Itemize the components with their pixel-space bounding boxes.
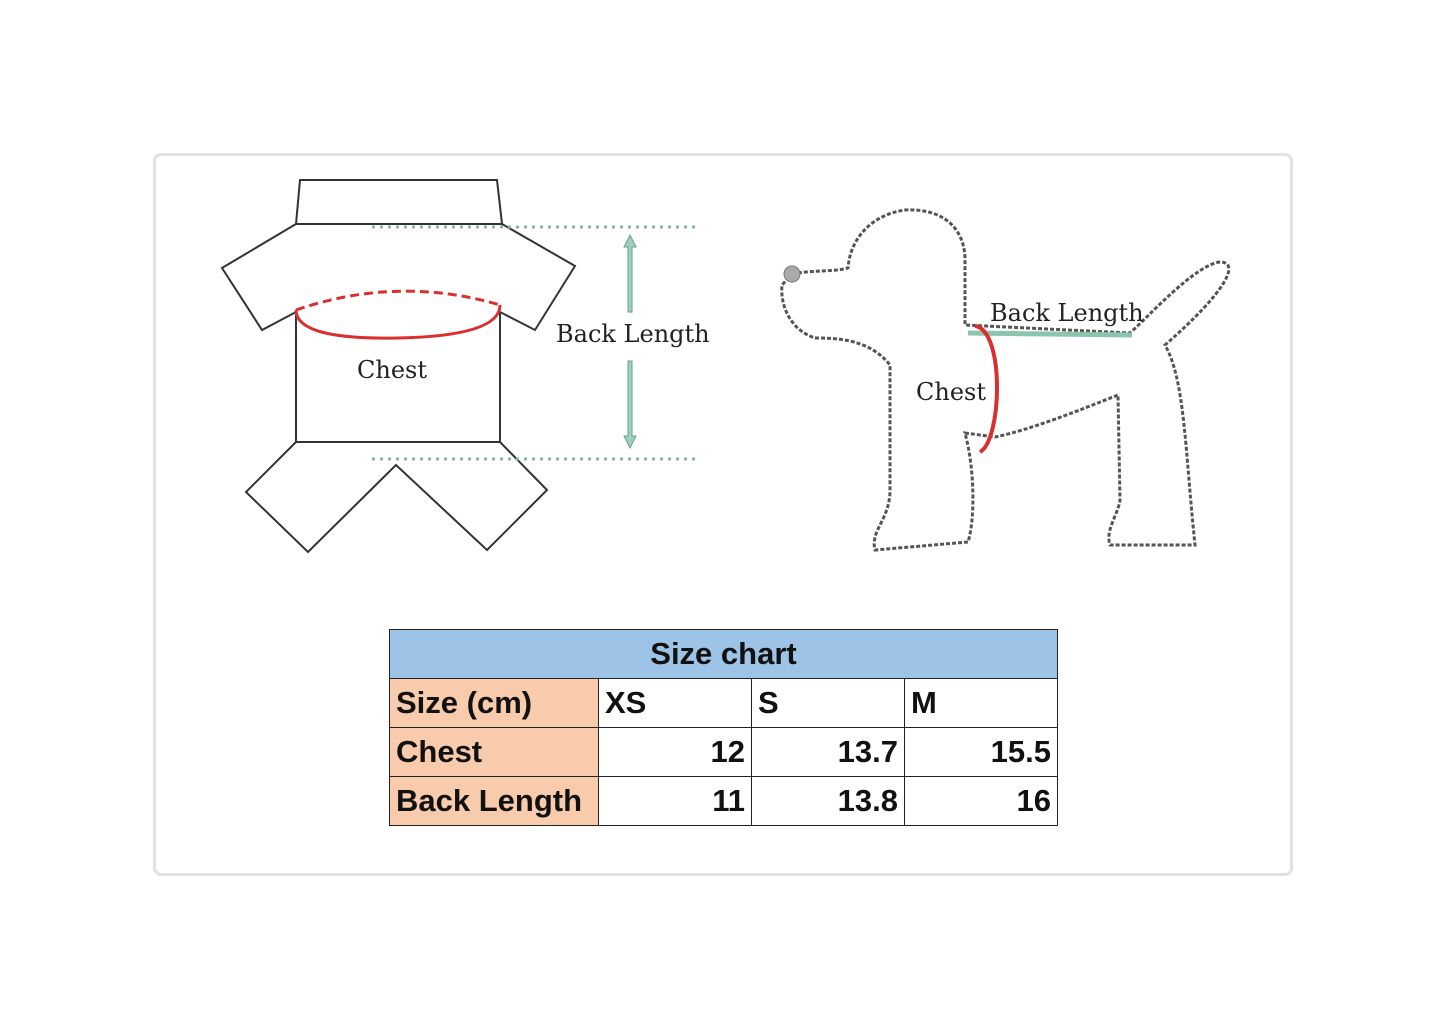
table-row: Back Length 11 13.8 16 (389, 776, 1058, 826)
table-row: Chest 12 13.7 15.5 (389, 727, 1058, 777)
row-label: Back Length (389, 776, 599, 826)
cell-value: 13.7 (751, 727, 905, 777)
chest-line-back (295, 289, 501, 312)
garment-legs (244, 441, 549, 554)
size-chart-table: Size chart Size (cm) XS S M Chest 12 13.… (389, 629, 1058, 826)
row-label: Chest (389, 727, 599, 777)
cell-value: 11 (598, 776, 752, 826)
cell-value: 12 (598, 727, 752, 777)
arrow-up-icon (623, 233, 637, 313)
table-header-row: Size (cm) XS S M (389, 678, 1058, 728)
garment-back-length-label: Back Length (556, 320, 710, 348)
garment-diagram (220, 179, 698, 554)
dog-diagram (780, 208, 1231, 552)
dog-chest-label: Chest (916, 378, 986, 406)
arrow-down-icon (623, 360, 637, 450)
table-title-row: Size chart (389, 629, 1058, 679)
cell-value: 16 (904, 776, 1058, 826)
garment-collar (294, 179, 504, 225)
table-title: Size chart (389, 629, 1058, 679)
size-xs: XS (598, 678, 752, 728)
dog-nose (783, 265, 801, 283)
chest-line-front (294, 304, 502, 340)
size-m: M (904, 678, 1058, 728)
dog-back-length-line (967, 330, 1133, 338)
dog-outline (780, 208, 1231, 552)
cell-value: 13.8 (751, 776, 905, 826)
image-frame (153, 153, 1293, 876)
size-s: S (751, 678, 905, 728)
header-label: Size (cm) (389, 678, 599, 728)
garment-body-outline (220, 223, 577, 443)
dog-back-length-label: Back Length (990, 299, 1144, 327)
cell-value: 15.5 (904, 727, 1058, 777)
garment-chest-label: Chest (357, 356, 427, 384)
dog-chest-line (974, 324, 999, 454)
